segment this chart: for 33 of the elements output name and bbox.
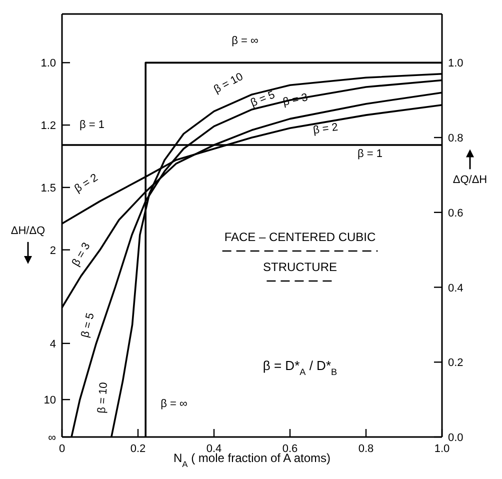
y-tick-label: 0.0: [448, 432, 464, 444]
text: 10: [44, 394, 56, 407]
y-tick-label: 1.0: [448, 58, 464, 70]
annotation: β = 1: [80, 119, 104, 131]
annotation: β = 10: [212, 70, 246, 96]
annotation: β = 5: [79, 312, 97, 339]
text: ∞: [48, 432, 56, 444]
annotation: β = 5: [249, 88, 277, 110]
x-tick-label: 0: [58, 443, 66, 455]
annotation: STRUCTURE: [263, 260, 337, 274]
annotation: β = D*$_{A}$ / D*$_{B}$: [262, 358, 338, 377]
text: 2: [50, 244, 56, 257]
x-tick-label: 1.0: [434, 443, 450, 455]
y2-axis-title: ΔH/ΔQ: [10, 224, 46, 237]
annotation: β = 10: [96, 382, 110, 414]
annotation: β = 2: [72, 172, 100, 196]
annotation: β = 1: [358, 148, 382, 160]
text: 1.0: [40, 58, 56, 70]
annotation: β = 3: [70, 240, 93, 268]
annotation: FACE – CENTERED CUBIC: [224, 230, 376, 244]
text: 1.2: [40, 120, 56, 132]
y-tick-label: 0.8: [448, 132, 464, 145]
x-tick-label: 0.2: [130, 443, 146, 455]
annotation: β = 2: [312, 121, 339, 137]
x-tick-label: 0.8: [358, 443, 374, 455]
y-tick-label: 0.2: [448, 357, 464, 370]
y-axis-title: ΔQ/ΔH: [452, 174, 488, 186]
y-tick-label: 0.6: [448, 207, 464, 220]
annotation: β = ∞: [232, 35, 259, 47]
text: 4: [50, 338, 56, 350]
annotation: β = ∞: [160, 398, 188, 410]
text: 1.5: [40, 182, 56, 194]
y-tick-label: 0.4: [448, 282, 464, 294]
